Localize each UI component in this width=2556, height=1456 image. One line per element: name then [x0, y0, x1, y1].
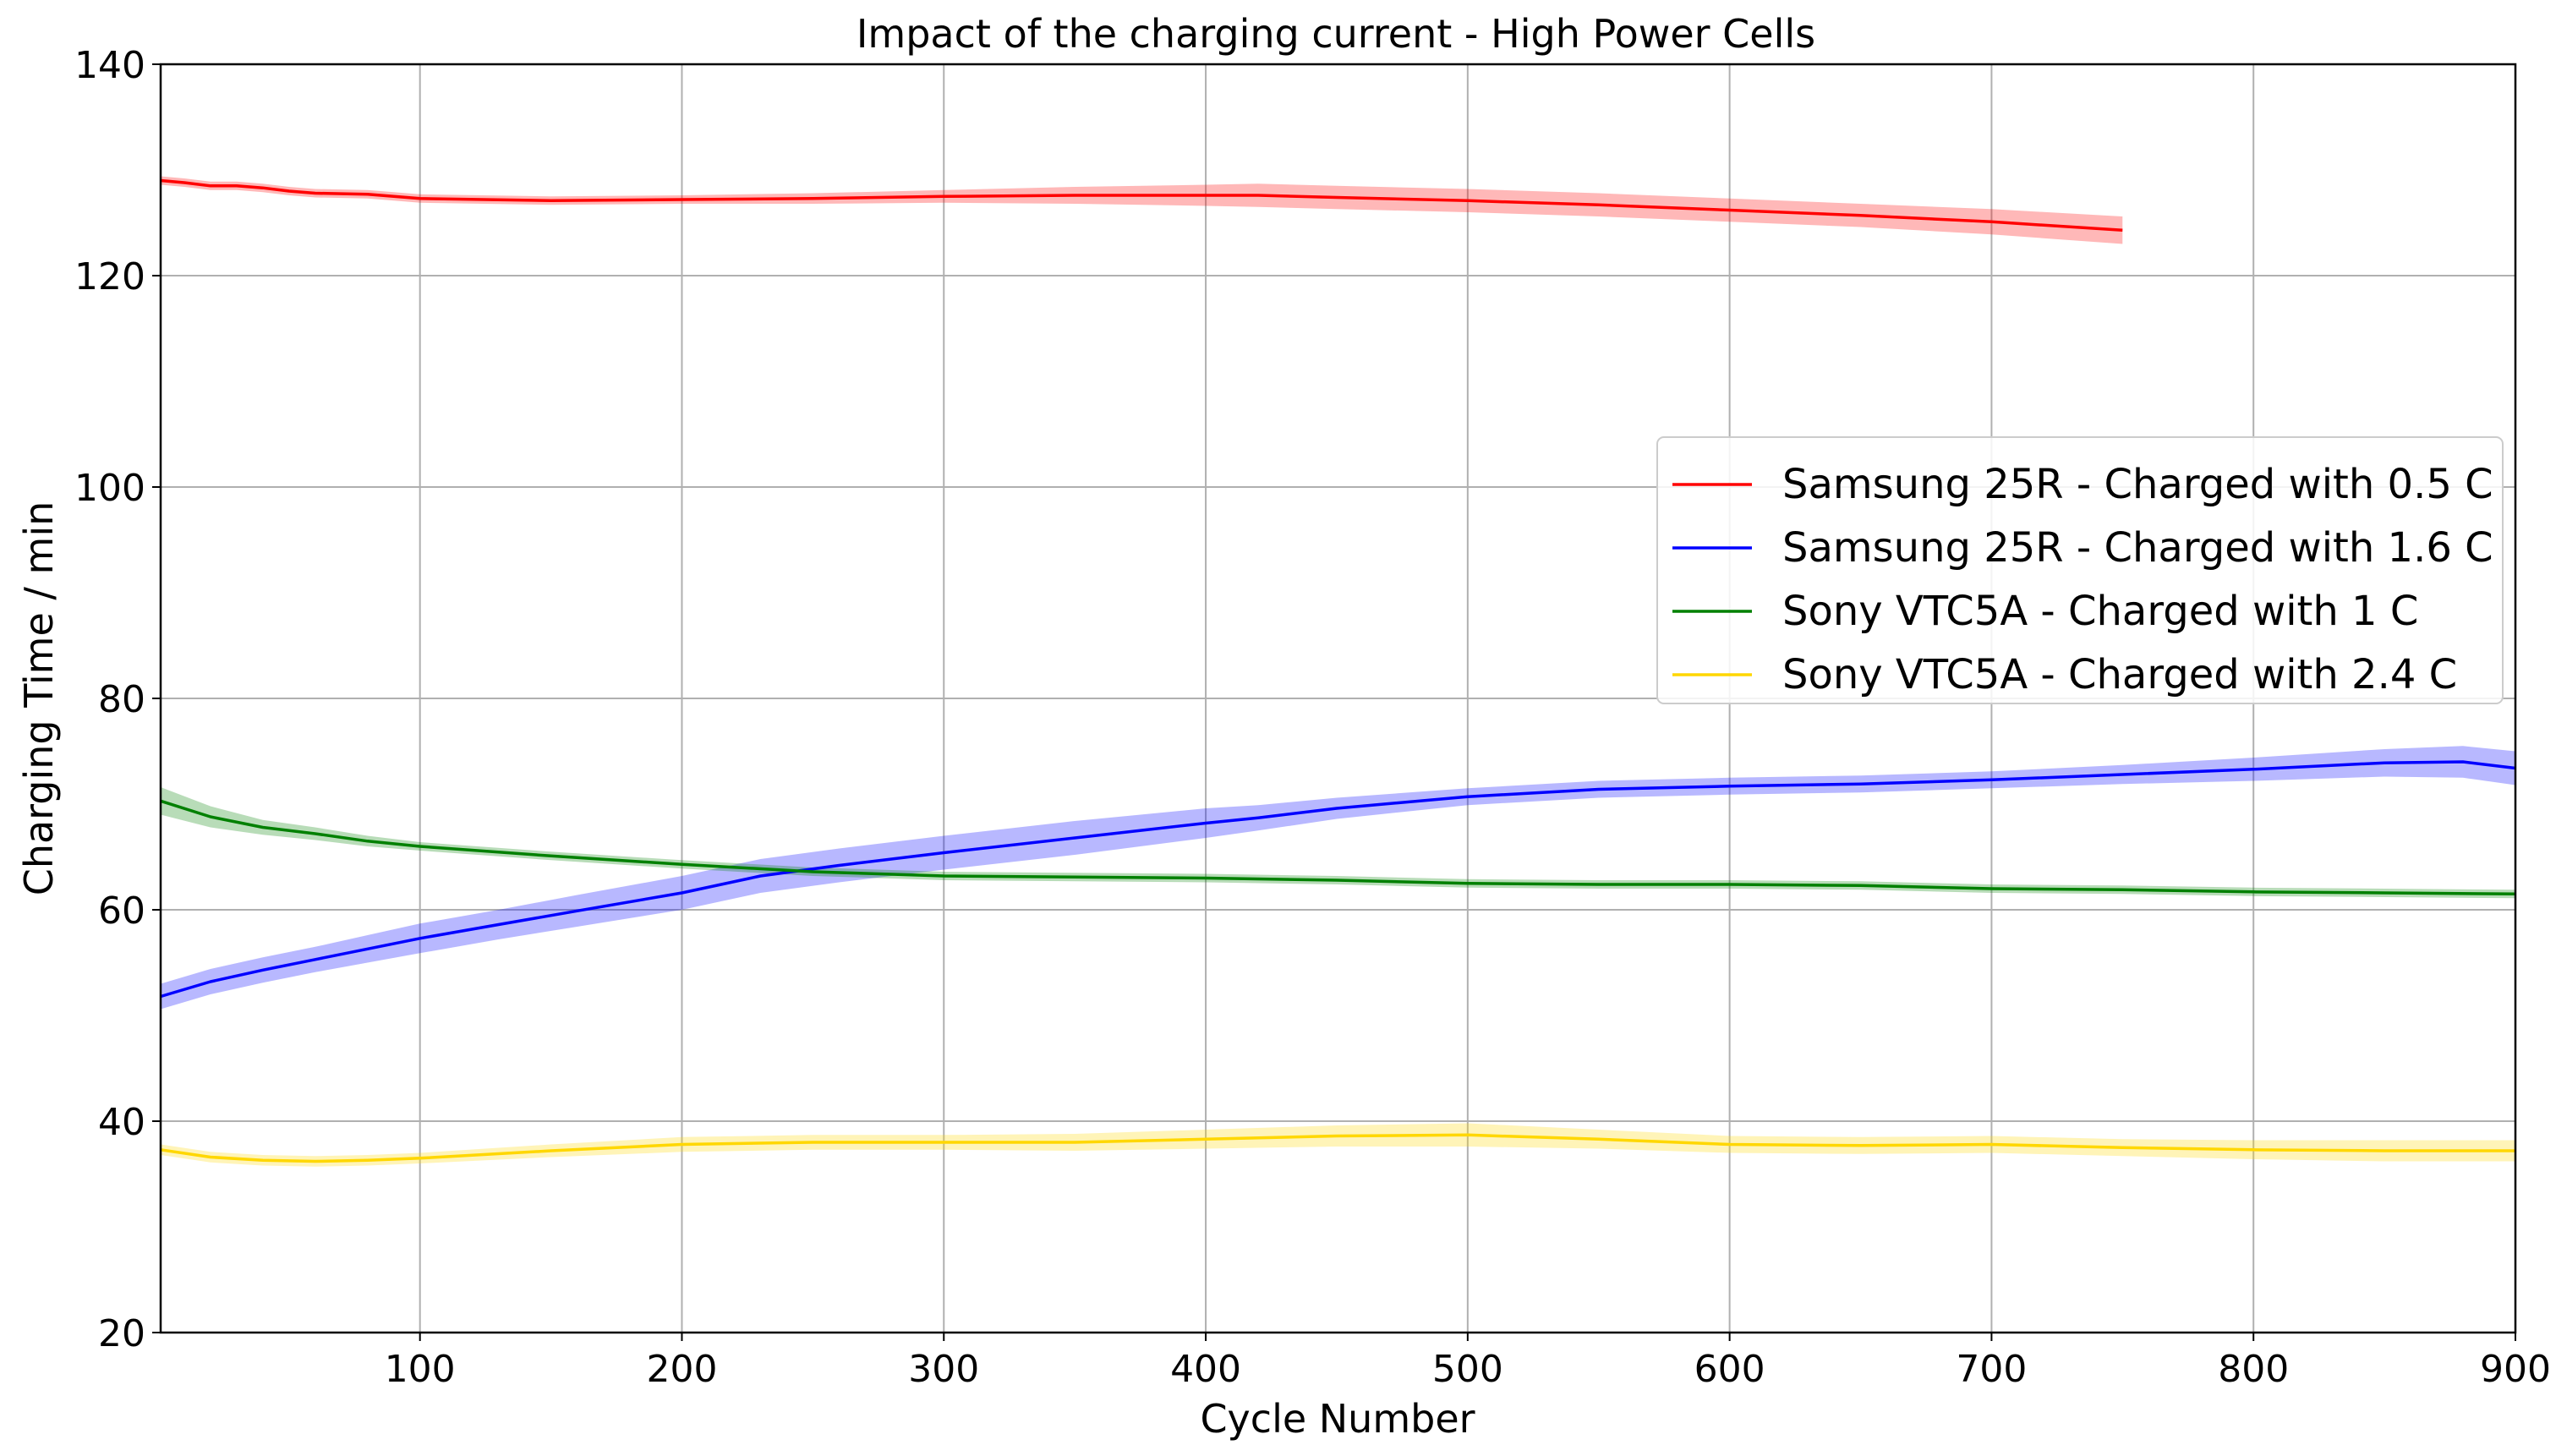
- series-2-band: [161, 787, 2515, 899]
- x-tick-label: 900: [2480, 1348, 2551, 1391]
- x-tick-label: 400: [1170, 1348, 1241, 1391]
- y-tick-label: 80: [98, 678, 145, 721]
- series-1-band: [161, 746, 2515, 1010]
- x-tick-label: 800: [2218, 1348, 2289, 1391]
- legend-box: [1656, 436, 2504, 704]
- y-tick-label: 120: [74, 255, 145, 298]
- x-tick-label: 200: [646, 1348, 717, 1391]
- y-tick-label: 60: [98, 889, 145, 933]
- series-3-line: [160, 1133, 2515, 1163]
- y-tick-label: 40: [98, 1101, 145, 1144]
- axis-ticks: 100 200 300 400 500 600 700 800 900 20 40 60 80 100 12…: [74, 44, 2551, 1391]
- y-tick-label: 20: [98, 1312, 145, 1355]
- x-tick-label: 500: [1432, 1348, 1503, 1391]
- legend-label: Samsung 25R - Charged with 0.5 C: [1782, 461, 2493, 508]
- chart-title: Impact of the charging current - High Po…: [857, 11, 1815, 57]
- x-axis-title: Cycle Number: [1200, 1396, 1475, 1442]
- series-lines: [160, 178, 2516, 1163]
- series-2-line: [160, 799, 2516, 896]
- legend-label: Samsung 25R - Charged with 1.6 C: [1782, 524, 2493, 572]
- y-tick-label: 100: [74, 467, 145, 510]
- series-0-line: [160, 178, 2123, 233]
- series-1-line: [160, 760, 2516, 999]
- x-tick-label: 100: [385, 1348, 456, 1391]
- x-tick-label: 300: [908, 1348, 979, 1391]
- x-tick-label: 600: [1694, 1348, 1765, 1391]
- y-axis-title: Charging Time / min: [16, 501, 62, 896]
- y-tick-label: 140: [74, 44, 145, 87]
- legend: Samsung 25R - Charged with 0.5 C Samsung …: [1656, 436, 2504, 704]
- legend-label: Sony VTC5A - Charged with 2.4 C: [1782, 651, 2457, 698]
- legend-label: Sony VTC5A - Charged with 1 C: [1782, 588, 2418, 635]
- x-tick-label: 700: [1956, 1348, 2027, 1391]
- series-3-band: [161, 1123, 2515, 1167]
